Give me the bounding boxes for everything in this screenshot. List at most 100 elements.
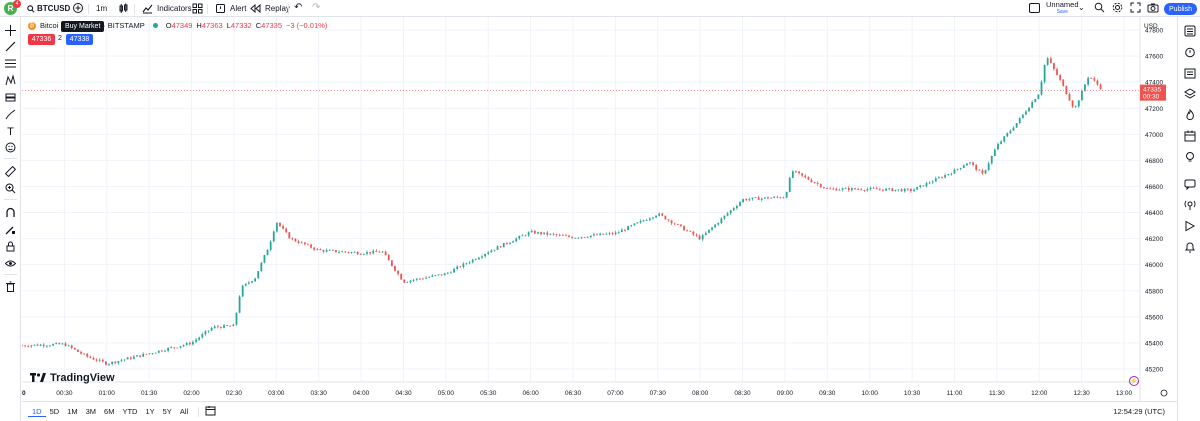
- interval-button[interactable]: 1m: [92, 0, 111, 17]
- time-tick-label: 02:30: [226, 390, 243, 397]
- calendar-button[interactable]: [1183, 129, 1196, 142]
- chart-type-button[interactable]: [118, 3, 129, 17]
- hotlists-button[interactable]: [1183, 108, 1196, 121]
- candle-body: [474, 259, 477, 261]
- candle-body: [213, 326, 216, 328]
- candle-body: [897, 189, 900, 191]
- range-button-1d[interactable]: 1D: [28, 407, 46, 417]
- candle-body: [288, 232, 291, 239]
- candle-body: [965, 163, 968, 166]
- prediction-icon: [5, 93, 16, 102]
- range-button-3m[interactable]: 3M: [85, 407, 97, 416]
- candle-body: [829, 188, 832, 190]
- time-tick-label: 06:00: [522, 390, 539, 397]
- measure-tool[interactable]: [4, 165, 17, 178]
- candle-body: [698, 235, 701, 240]
- brush-tool[interactable]: [4, 108, 17, 121]
- undo-button[interactable]: ↶: [294, 2, 302, 13]
- candle-body: [745, 199, 748, 201]
- text-tool[interactable]: T: [4, 125, 17, 138]
- candle-body: [95, 359, 98, 361]
- ideas-button[interactable]: [1183, 150, 1196, 163]
- candle-body: [652, 217, 654, 219]
- chart-pane[interactable]: USD 47800 47600 47400 47200 47000 46800 46600 46…: [22, 17, 1177, 401]
- prediction-tool[interactable]: [4, 91, 17, 104]
- compare-symbol-button[interactable]: [72, 2, 84, 17]
- candle-body: [1093, 78, 1096, 81]
- divider: [4, 199, 17, 200]
- price-tick-label: 47200: [1145, 106, 1163, 113]
- redo-button[interactable]: ↷: [312, 2, 320, 13]
- divider: [134, 4, 135, 14]
- fullscreen-button[interactable]: [1130, 2, 1141, 16]
- settings-button[interactable]: [1112, 2, 1123, 16]
- replay-button[interactable]: Replay: [246, 0, 294, 17]
- magnet-tool[interactable]: [4, 206, 17, 219]
- alerts-button[interactable]: [1183, 45, 1196, 58]
- indicators-icon: [142, 4, 153, 13]
- candle-body: [89, 356, 92, 358]
- watchlist-button[interactable]: [1183, 24, 1196, 37]
- candle-body: [30, 345, 33, 347]
- replay-trading-button[interactable]: [1183, 219, 1196, 232]
- candles-icon: [119, 3, 128, 13]
- news-button[interactable]: [1183, 66, 1196, 79]
- notifications-button[interactable]: [1183, 240, 1196, 253]
- lightning-icon[interactable]: ⚡: [1129, 376, 1139, 386]
- lock-drawings-tool[interactable]: [4, 240, 17, 253]
- range-button-1y[interactable]: 1Y: [145, 407, 155, 416]
- utc-clock[interactable]: 12:54:29 (UTC): [1113, 407, 1165, 416]
- crosshair-icon: [5, 25, 16, 36]
- candle-body: [294, 238, 297, 242]
- candle-body: [328, 249, 331, 251]
- hide-drawings-tool[interactable]: [4, 257, 17, 270]
- buy-price: 47338: [69, 36, 90, 43]
- candle-body: [223, 325, 225, 329]
- candle-body: [906, 188, 909, 190]
- zoom-tool[interactable]: [4, 182, 17, 195]
- price-tick-label: 47000: [1145, 132, 1163, 139]
- candle-body: [216, 326, 219, 328]
- stay-drawing-tool[interactable]: [4, 223, 17, 236]
- range-button-ytd[interactable]: YTD: [122, 407, 138, 416]
- candle-body: [661, 213, 664, 216]
- range-button-all[interactable]: All: [179, 407, 189, 416]
- range-button-6m[interactable]: 6M: [104, 407, 115, 416]
- quick-search-button[interactable]: [1094, 2, 1105, 16]
- pattern-tool[interactable]: [4, 74, 17, 87]
- candle-body: [154, 352, 157, 354]
- candle-body: [692, 231, 695, 235]
- chevron-down-icon[interactable]: ⌄: [1078, 3, 1085, 12]
- go-to-date-button[interactable]: [205, 405, 216, 419]
- buy-button[interactable]: 47338: [66, 34, 93, 45]
- indicators-button[interactable]: Indicators: [138, 0, 196, 17]
- range-button-1m[interactable]: 1M: [67, 407, 78, 416]
- icons-tool[interactable]: [4, 141, 17, 154]
- candle-body: [356, 252, 359, 255]
- calendar-icon: [1184, 130, 1195, 141]
- candle-body: [627, 226, 629, 231]
- snapshot-button[interactable]: [1147, 2, 1159, 16]
- candle-body: [446, 272, 449, 274]
- templates-button[interactable]: [192, 3, 203, 17]
- sell-button[interactable]: 47336: [28, 34, 55, 45]
- layers-button[interactable]: [1183, 87, 1196, 100]
- layout-name-button[interactable]: Unnamed Save: [1046, 1, 1079, 15]
- alert-button[interactable]: Alert: [211, 0, 250, 17]
- symbol-search[interactable]: BTCUSD: [27, 0, 70, 17]
- candle-body: [748, 199, 751, 201]
- trading-panel-button[interactable]: [1183, 177, 1196, 190]
- trend-line-tool[interactable]: [4, 40, 17, 53]
- fib-tool[interactable]: [4, 57, 17, 70]
- publish-button[interactable]: Publish: [1164, 3, 1197, 15]
- crosshair-tool[interactable]: [4, 24, 17, 37]
- candle-body: [673, 223, 676, 225]
- layout-icon[interactable]: [1029, 3, 1040, 13]
- range-button-5y[interactable]: 5Y: [162, 407, 172, 416]
- divider: [288, 4, 289, 14]
- range-button-5d[interactable]: 5D: [49, 407, 60, 416]
- remove-drawings-tool[interactable]: [4, 280, 17, 293]
- candle-body: [67, 345, 70, 347]
- streams-button[interactable]: [1183, 198, 1196, 211]
